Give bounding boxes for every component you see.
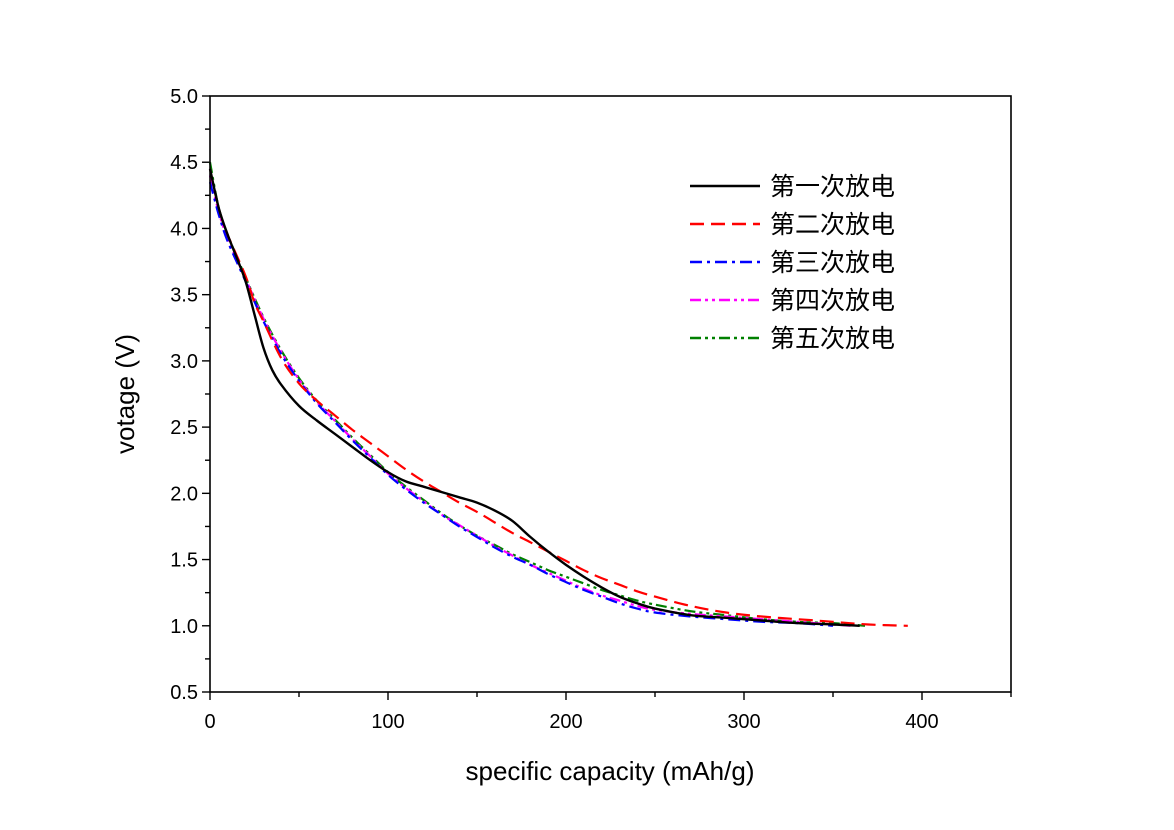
y-tick-label: 0.5 [170, 682, 198, 704]
y-axis-title: votage (V) [110, 334, 140, 454]
x-tick-label: 0 [204, 711, 215, 733]
series-layer [208, 161, 908, 627]
x-axis-title: specific capacity (mAh/g) [466, 756, 755, 786]
x-tick-label: 200 [549, 711, 582, 733]
legend-label-1: 第一次放电 [770, 172, 895, 201]
series-line-2 [208, 168, 908, 627]
x-tick-label: 300 [727, 711, 760, 733]
legend-label-2: 第二次放电 [770, 210, 895, 239]
y-tick-label: 4.0 [170, 218, 198, 240]
y-tick-label: 3.5 [170, 285, 198, 307]
x-tick-label: 400 [905, 711, 938, 733]
y-tick-label: 3.0 [170, 351, 198, 373]
y-tick-label: 2.5 [170, 417, 198, 439]
series-line-5 [208, 161, 866, 627]
y-tick-label: 2.0 [170, 483, 198, 505]
y-tick-label: 4.5 [170, 152, 198, 174]
y-tick-label: 5.0 [170, 86, 198, 108]
x-tick-label: 100 [371, 711, 404, 733]
y-tick-label: 1.5 [170, 550, 198, 572]
x-axis-ticks [209, 692, 1012, 700]
y-tick-label: 1.0 [170, 616, 198, 638]
legend-label-3: 第三次放电 [770, 248, 895, 277]
y-axis-ticks [202, 95, 210, 693]
x-tick-labels: 0 100 200 300 400 [204, 711, 938, 733]
series-line-1 [208, 168, 860, 627]
legend-label-4: 第四次放电 [770, 286, 895, 315]
legend-label-5: 第五次放电 [770, 324, 895, 353]
plot-frame [209, 95, 1012, 693]
y-tick-labels: 0.5 1.0 1.5 2.0 2.5 3.0 3.5 4.0 4.5 5.0 [170, 86, 198, 704]
